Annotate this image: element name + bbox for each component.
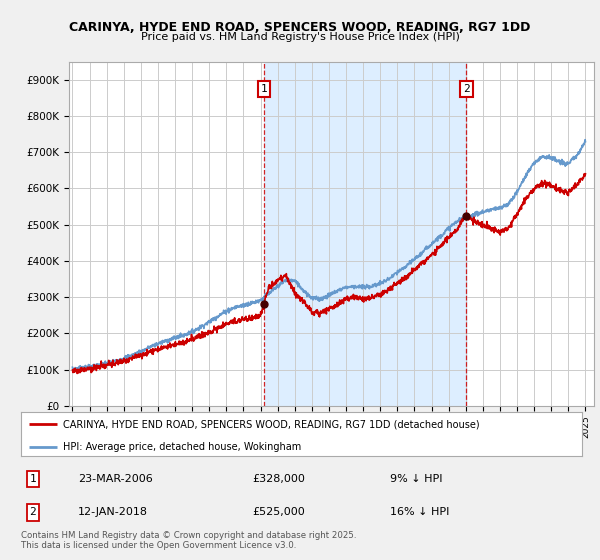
Text: £525,000: £525,000 bbox=[252, 507, 305, 517]
Text: 12-JAN-2018: 12-JAN-2018 bbox=[78, 507, 148, 517]
Text: 9% ↓ HPI: 9% ↓ HPI bbox=[390, 474, 443, 484]
Text: 2: 2 bbox=[29, 507, 37, 517]
Text: HPI: Average price, detached house, Wokingham: HPI: Average price, detached house, Woki… bbox=[63, 441, 301, 451]
Text: 1: 1 bbox=[261, 84, 268, 94]
Text: 16% ↓ HPI: 16% ↓ HPI bbox=[390, 507, 449, 517]
Text: Contains HM Land Registry data © Crown copyright and database right 2025.
This d: Contains HM Land Registry data © Crown c… bbox=[21, 531, 356, 550]
Text: Price paid vs. HM Land Registry's House Price Index (HPI): Price paid vs. HM Land Registry's House … bbox=[140, 32, 460, 43]
Text: CARINYA, HYDE END ROAD, SPENCERS WOOD, READING, RG7 1DD: CARINYA, HYDE END ROAD, SPENCERS WOOD, R… bbox=[70, 21, 530, 34]
Text: £328,000: £328,000 bbox=[252, 474, 305, 484]
Text: 2: 2 bbox=[463, 84, 470, 94]
Text: 1: 1 bbox=[29, 474, 37, 484]
Text: CARINYA, HYDE END ROAD, SPENCERS WOOD, READING, RG7 1DD (detached house): CARINYA, HYDE END ROAD, SPENCERS WOOD, R… bbox=[63, 419, 480, 429]
Text: 23-MAR-2006: 23-MAR-2006 bbox=[78, 474, 153, 484]
